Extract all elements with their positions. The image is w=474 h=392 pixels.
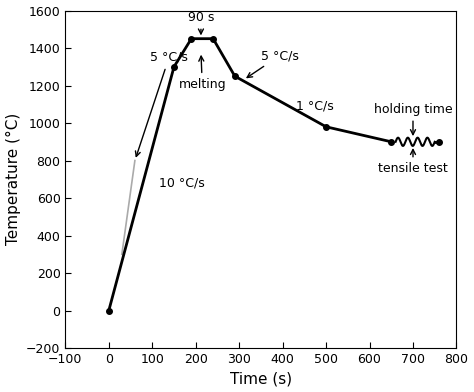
Text: melting: melting [178,56,226,91]
Text: 1 °C/s: 1 °C/s [296,100,333,113]
Text: 10 °C/s: 10 °C/s [159,176,205,190]
Text: 5 °C/s: 5 °C/s [247,49,299,78]
X-axis label: Time (s): Time (s) [230,372,292,387]
Text: holding time: holding time [374,103,452,134]
Text: 5 °C/s: 5 °C/s [136,51,188,156]
Y-axis label: Temperature (°C): Temperature (°C) [6,113,20,245]
Text: tensile test: tensile test [378,149,448,175]
Text: 90 s: 90 s [188,11,214,34]
